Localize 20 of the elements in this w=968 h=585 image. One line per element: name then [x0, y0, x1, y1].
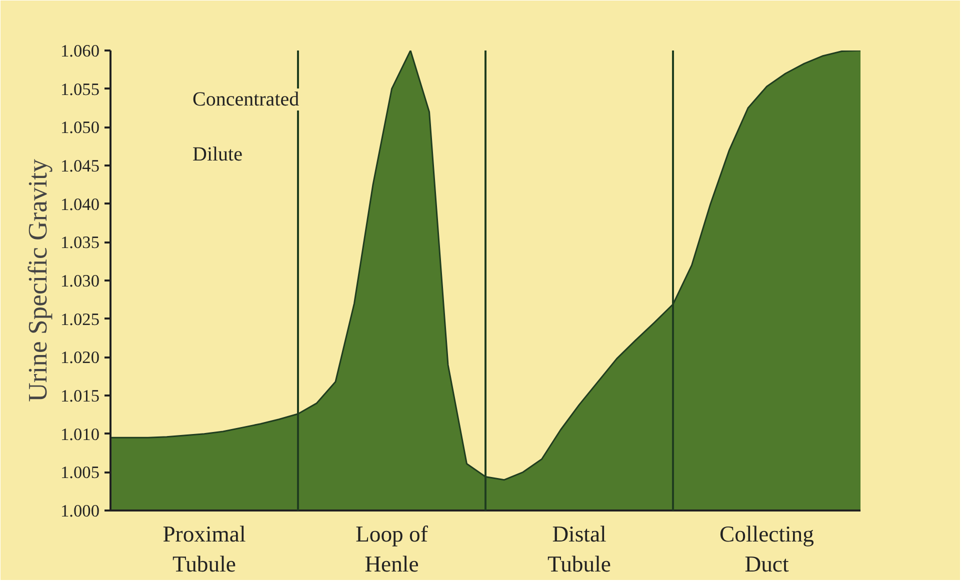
annotation: Concentrated: [192, 88, 300, 110]
x-tick-label: Distal Tubule: [548, 522, 611, 576]
y-tick-label: 1.010: [60, 424, 100, 444]
y-tick-label: 1.030: [60, 272, 100, 290]
y-tick-label: 1.020: [60, 348, 100, 368]
y-tick-label: 1.015: [60, 386, 100, 406]
y-tick-label: 1.040: [60, 194, 100, 214]
y-tick-label: 1.050: [60, 118, 100, 138]
x-tick-label: Proximal Tubule: [162, 522, 246, 576]
x-tick-label: Loop of Henle: [356, 522, 428, 576]
y-axis-title: Urine Specific Gravity: [22, 158, 53, 402]
y-tick-label: 1.045: [60, 156, 100, 176]
y-tick-label: 1.060: [60, 42, 100, 60]
x-tick-label: Collecting Duct: [720, 522, 814, 576]
y-tick-label: 1.000: [60, 502, 100, 520]
y-tick-label: 1.005: [60, 463, 100, 482]
y-tick-label: 1.055: [60, 80, 100, 99]
y-tick-label: 1.025: [60, 310, 100, 329]
y-tick-label: 1.035: [60, 233, 100, 252]
annotation: Dilute: [192, 144, 243, 166]
